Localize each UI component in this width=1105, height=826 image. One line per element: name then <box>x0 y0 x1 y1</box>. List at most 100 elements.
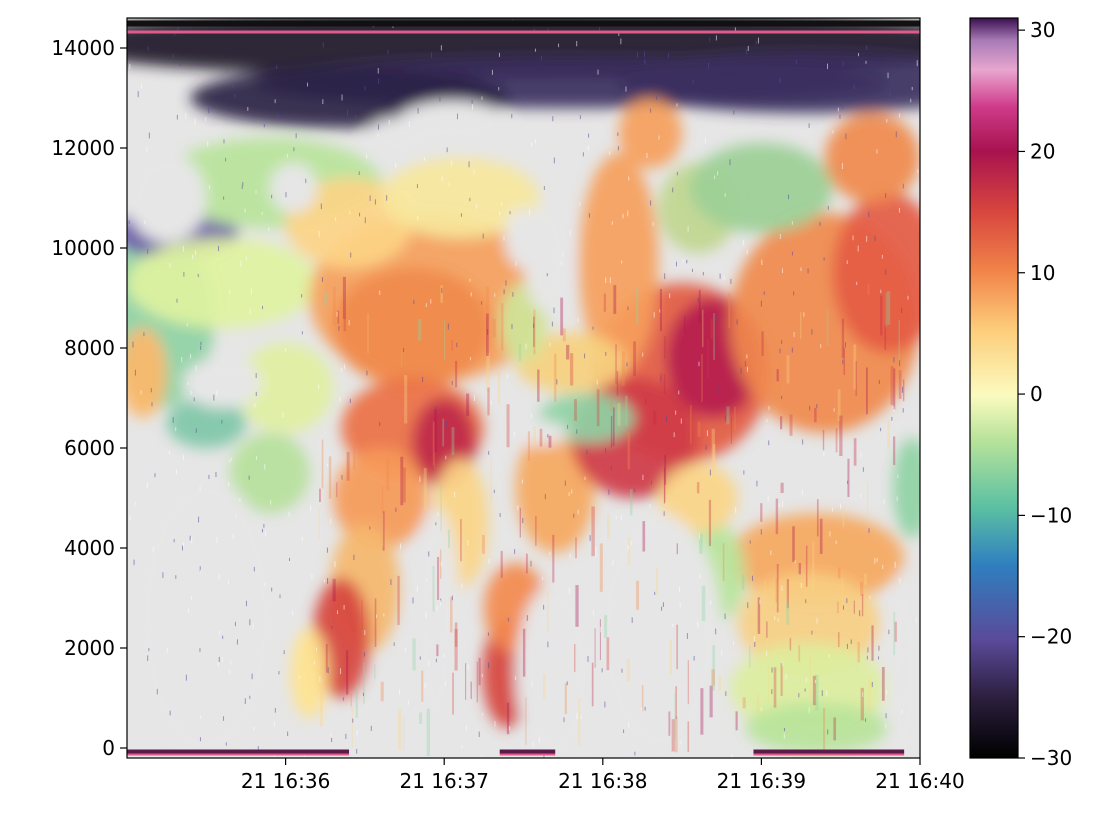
heatmap-streak <box>421 670 424 702</box>
heatmap-speckle <box>230 660 232 665</box>
heatmap-speckle <box>440 45 442 51</box>
heatmap-speckle <box>232 83 234 89</box>
heatmap-speckle <box>907 295 909 300</box>
heatmap-speckle <box>856 281 858 285</box>
heatmap-speckle <box>917 169 919 174</box>
heatmap-speckle <box>349 210 351 215</box>
heatmap-speckle <box>264 582 266 587</box>
x-tick-label: 21 16:39 <box>717 769 806 793</box>
heatmap-speckle <box>874 558 876 564</box>
heatmap-speckle <box>802 439 804 445</box>
heatmap-speckle <box>140 390 142 395</box>
heatmap-speckle <box>860 452 862 458</box>
heatmap-speckle <box>563 717 565 723</box>
heatmap-speckle <box>473 169 475 175</box>
colorbar-axis: 30 20 10 0 −10 −20 −30 <box>1018 18 1072 770</box>
heatmap-speckle <box>630 540 632 546</box>
heatmap-streak <box>612 407 615 447</box>
heatmap-region <box>285 178 413 268</box>
heatmap-speckle <box>611 221 613 225</box>
heatmap-speckle <box>779 234 781 240</box>
heatmap-streak <box>469 523 473 535</box>
heatmap-speckle <box>134 369 136 376</box>
heatmap-speckle <box>625 86 627 92</box>
heatmap-speckle <box>229 670 231 674</box>
heatmap-speckle <box>702 272 704 276</box>
heatmap-speckle <box>179 60 181 67</box>
heatmap-region <box>127 328 167 418</box>
heatmap-streak <box>633 341 636 376</box>
heatmap-speckle <box>330 518 332 524</box>
heatmap-speckle <box>672 623 674 628</box>
heatmap-speckle <box>152 546 154 553</box>
heatmap-speckle <box>798 693 800 698</box>
heatmap-speckle <box>724 613 726 620</box>
heatmap-speckle <box>376 614 378 618</box>
heatmap-speckle <box>678 586 680 593</box>
y-tick-label: 8000 <box>64 336 115 360</box>
heatmap-speckle <box>530 560 532 567</box>
heatmap-streak <box>786 579 789 609</box>
heatmap-streak <box>701 585 706 622</box>
heatmap-streak <box>539 428 543 447</box>
heatmap-speckle <box>549 551 551 555</box>
heatmap-speckle <box>242 182 244 186</box>
heatmap-speckle <box>679 602 681 608</box>
heatmap-speckle <box>816 617 818 624</box>
heatmap-speckle <box>745 49 747 55</box>
heatmap-region <box>333 268 492 388</box>
heatmap-speckle <box>532 741 534 747</box>
heatmap-speckle <box>199 569 201 573</box>
heatmap-speckle <box>274 99 276 104</box>
heatmap-speckle <box>378 78 380 84</box>
heatmap-speckle <box>568 587 570 594</box>
heatmap-streak <box>815 674 819 711</box>
heatmap-speckle <box>469 197 471 202</box>
heatmap-speckle <box>514 431 516 436</box>
heatmap-streak <box>574 644 576 672</box>
heatmap-speckle <box>687 225 689 232</box>
heatmap-speckle <box>331 625 333 630</box>
heatmap-streak <box>776 369 779 382</box>
heatmap-speckle <box>759 599 761 605</box>
heatmap-streak <box>842 509 845 528</box>
heatmap-speckle <box>228 459 230 463</box>
heatmap-streak <box>610 401 613 412</box>
heatmap-speckle <box>216 537 218 544</box>
heatmap-speckle <box>746 367 748 372</box>
heatmap-speckle <box>600 626 602 633</box>
heatmap-speckle <box>255 190 257 194</box>
heatmap-speckle <box>225 742 227 746</box>
heatmap-region <box>290 628 329 718</box>
heatmap-speckle <box>461 745 463 749</box>
heatmap-speckle <box>199 715 201 719</box>
heatmap-streak <box>805 545 808 587</box>
heatmap-speckle <box>430 299 432 304</box>
heatmap-speckle <box>440 561 442 567</box>
heatmap-speckle <box>249 695 251 699</box>
no-data-gap <box>127 153 207 243</box>
heatmap-speckle <box>314 660 316 665</box>
heatmap-speckle <box>791 221 793 225</box>
heatmap-streak <box>887 419 891 449</box>
heatmap-streak <box>751 571 753 613</box>
heatmap-speckle <box>832 130 834 134</box>
heatmap-streak <box>886 291 891 325</box>
heatmap-speckle <box>147 46 149 51</box>
heatmap-speckle <box>350 252 352 258</box>
heatmap-speckle <box>791 251 793 256</box>
colorbar-tick-label: −30 <box>1030 746 1072 770</box>
heatmap-speckle <box>734 27 736 33</box>
heatmap-speckle <box>869 595 871 599</box>
heatmap-speckle <box>514 549 516 554</box>
heatmap-speckle <box>247 106 249 111</box>
heatmap-streak <box>837 389 841 422</box>
heatmap-speckle <box>356 748 358 754</box>
heatmap-streak <box>792 526 795 562</box>
heatmap-speckle <box>652 222 654 227</box>
heatmap-streak <box>401 349 403 367</box>
no-data-gap <box>515 583 595 758</box>
heatmap-speckle <box>719 273 721 279</box>
heatmap-speckle <box>319 676 321 682</box>
heatmap-speckle <box>248 475 250 480</box>
